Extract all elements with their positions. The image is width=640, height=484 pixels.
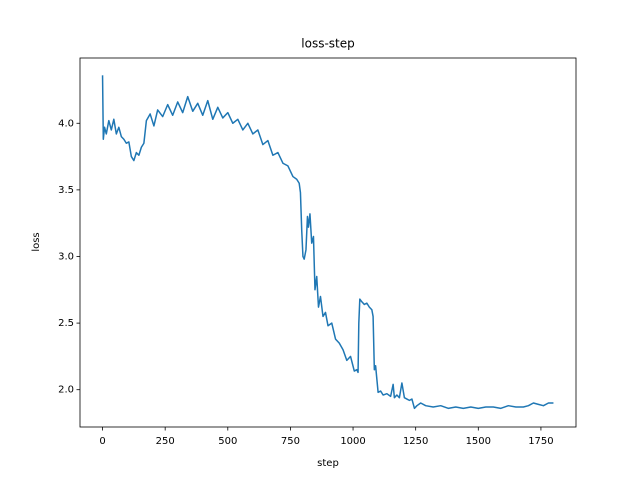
x-tick-label: 500: [218, 436, 237, 447]
chart-title: loss-step: [301, 37, 354, 51]
y-tick-label: 4.0: [58, 118, 74, 129]
y-tick-label: 3.5: [58, 185, 74, 196]
x-tick-label: 250: [156, 436, 175, 447]
x-tick-label: 0: [99, 436, 105, 447]
plot-frame: [79, 57, 577, 428]
y-tick-label: 3.0: [58, 251, 74, 262]
y-tick-label: 2.5: [58, 318, 74, 329]
x-axis-label: step: [317, 458, 339, 469]
x-tick-label: 750: [281, 436, 300, 447]
loss-line: [101, 75, 554, 410]
x-tick-label: 1250: [403, 436, 428, 447]
y-axis-label: loss: [31, 232, 42, 251]
x-tick-label: 1500: [466, 436, 491, 447]
y-tick-label: 2.0: [58, 385, 74, 396]
x-tick-label: 1000: [340, 436, 365, 447]
x-tick-label: 1750: [528, 436, 553, 447]
